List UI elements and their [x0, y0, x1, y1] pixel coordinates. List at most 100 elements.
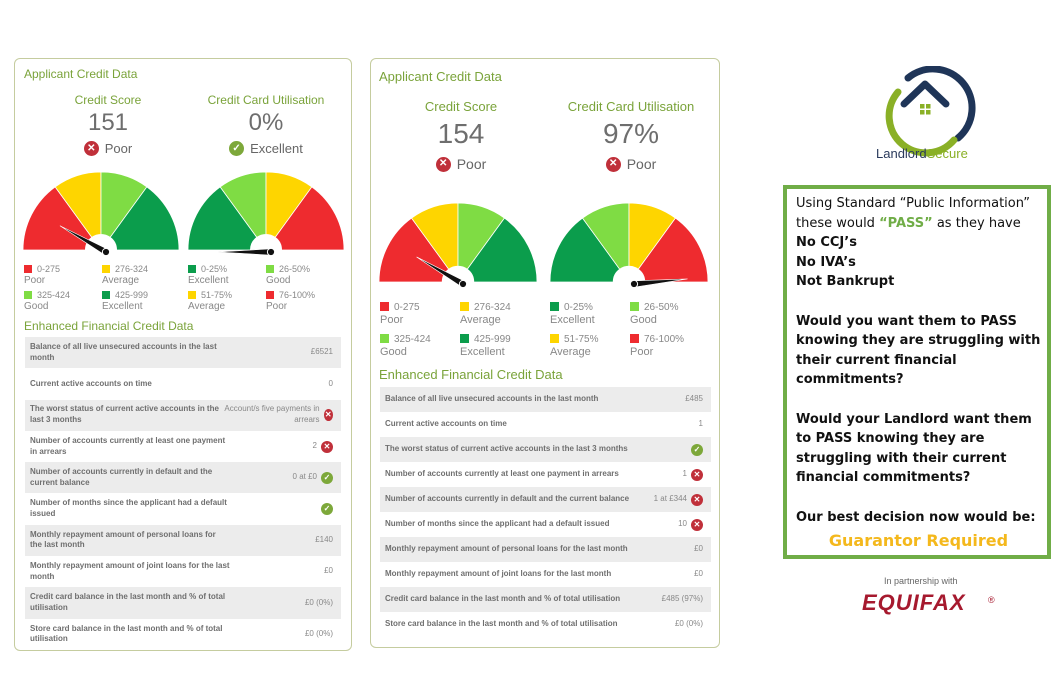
message-line: Using Standard “Public Information” — [796, 196, 1031, 211]
row-value-text: £140 — [315, 535, 333, 545]
row-label: Number of months since the applicant had… — [385, 519, 610, 529]
table-row: Balance of all live unsecured accounts i… — [380, 387, 711, 412]
credit-score-metric: Credit Score 154 ✕ Poor — [401, 99, 521, 172]
utilisation-label: Credit Card Utilisation — [567, 99, 695, 114]
equifax-logo: EQUIFAX — [862, 590, 966, 615]
row-value-text: 0 — [328, 378, 333, 388]
row-label: Number of months since the applicant had… — [30, 498, 227, 519]
partnership-text: In partnership with — [884, 576, 958, 586]
brand-name-part1: Landlord — [876, 146, 927, 161]
table-row: Current active accounts on time 1 — [380, 412, 711, 437]
brand-name: LandlordSecure — [876, 146, 968, 161]
legend-swatch — [380, 334, 389, 343]
row-value: £485 (97%) — [662, 594, 703, 605]
landlord-secure-logo — [885, 66, 976, 157]
row-label: Number of accounts currently at least on… — [385, 469, 619, 479]
table-row: Monthly repayment amount of personal loa… — [25, 524, 341, 557]
legend-swatch — [550, 334, 559, 343]
row-value: £0 (0%) — [675, 619, 703, 630]
credit-score-gauge — [378, 202, 538, 289]
row-value-text: 2 — [312, 441, 317, 451]
legend-range: 26-50% — [279, 264, 311, 274]
legend-swatch — [102, 265, 110, 273]
legend-swatch — [460, 334, 469, 343]
legend-range: 276-324 — [115, 264, 149, 274]
row-label: Number of accounts currently in default … — [30, 467, 213, 487]
cross-icon: ✕ — [691, 493, 703, 506]
row-value: ✓ — [321, 503, 333, 516]
legend-range: 325-424 — [37, 290, 71, 300]
row-value-text: 10 — [678, 519, 687, 529]
legend-item: 51-75% Average — [188, 290, 278, 312]
legend-swatch — [266, 291, 274, 299]
legend-swatch — [630, 302, 639, 311]
legend-label: Average — [188, 301, 226, 312]
legend-range: 26-50% — [644, 302, 679, 313]
row-value: £140 — [315, 535, 333, 546]
row-label: The worst status of current active accou… — [30, 404, 219, 425]
text: as they have — [932, 215, 1021, 231]
check-icon: ✓ — [691, 443, 703, 456]
legend-item: 325-424 Good — [24, 290, 114, 312]
legend-item: 325-424 Good — [380, 334, 470, 358]
row-value: £485 — [685, 394, 703, 405]
legend-label: Average — [102, 275, 140, 286]
legend-range: 76-100% — [644, 334, 685, 345]
gauge-hub — [629, 279, 639, 289]
decision-value: Guarantor Required — [828, 531, 1009, 551]
row-label: Number of accounts currently in default … — [385, 494, 630, 504]
credit-score-value: 154 — [437, 118, 485, 149]
brand-name-part2: Secure — [926, 146, 968, 161]
legend-swatch — [380, 302, 389, 311]
row-label: Monthly repayment amount of personal loa… — [385, 544, 628, 554]
table-row: The worst status of current active accou… — [25, 399, 341, 431]
row-value: 0 — [329, 379, 333, 390]
legend-item: 276-324 Average — [102, 264, 192, 286]
legend-item: 425-999 Excellent — [102, 290, 192, 312]
legend-range: 51-75% — [564, 334, 599, 345]
utilisation-gauge — [549, 202, 709, 289]
row-value-text: 0 at £0 — [292, 472, 317, 482]
row-value-text: £0 — [694, 544, 703, 554]
row-value-text: £0 (0%) — [304, 628, 333, 638]
utilisation-metric: Credit Card Utilisation 0% ✓ Excellent — [201, 93, 331, 156]
legend-item: 425-999 Excellent — [460, 334, 550, 358]
row-value: £0 — [694, 569, 703, 580]
cross-icon: ✕ — [323, 409, 333, 422]
legend-item: 76-100% Poor — [266, 290, 356, 312]
legend-range: 276-324 — [474, 302, 511, 313]
row-value-text: 1 at £344 — [653, 494, 687, 504]
legend-swatch — [550, 302, 559, 311]
question-1: Would you want them to PASS knowing they… — [796, 313, 1041, 388]
credit-panel-1: Applicant Credit Data Credit Score 151 ✕… — [14, 58, 352, 651]
status-text: Poor — [626, 156, 657, 172]
status-text: Excellent — [250, 141, 303, 156]
table-row: Monthly repayment amount of joint loans … — [25, 556, 341, 587]
utilisation-value: 97% — [602, 118, 660, 149]
enhanced-title: Enhanced Financial Credit Data — [379, 367, 563, 382]
check-icon: ✓ — [321, 471, 333, 484]
table-row: Current active accounts on time 0 — [25, 368, 341, 399]
legend-item: 276-324 Average — [460, 302, 550, 326]
legend-range: 0-275 — [37, 264, 61, 274]
legend-range: 0-25% — [564, 302, 593, 313]
table-row: Store card balance in the last month and… — [25, 619, 341, 650]
message-line: Not Bankrupt — [796, 274, 895, 290]
table-row: Number of accounts currently at least on… — [25, 431, 341, 462]
legend-label: Excellent — [550, 314, 595, 326]
credit-score-gauge — [22, 171, 180, 257]
utilisation-status: ✕ Poor — [566, 156, 696, 172]
legend-range: 325-424 — [394, 334, 431, 345]
legend-swatch — [188, 265, 196, 273]
gauge-segment-excellent — [549, 217, 621, 283]
legend-swatch — [460, 302, 469, 311]
row-value: £0 (0%) — [305, 598, 333, 609]
legend-item: 26-50% Good — [630, 302, 720, 326]
table-row: Number of accounts currently at least on… — [380, 462, 711, 487]
credit-score-status: ✕ Poor — [53, 141, 163, 156]
legend-item: 26-50% Good — [266, 264, 356, 286]
cross-icon: ✕ — [691, 468, 703, 481]
legend-range: 0-25% — [201, 264, 228, 274]
legend-swatch — [24, 291, 32, 299]
window-icon — [920, 104, 931, 115]
